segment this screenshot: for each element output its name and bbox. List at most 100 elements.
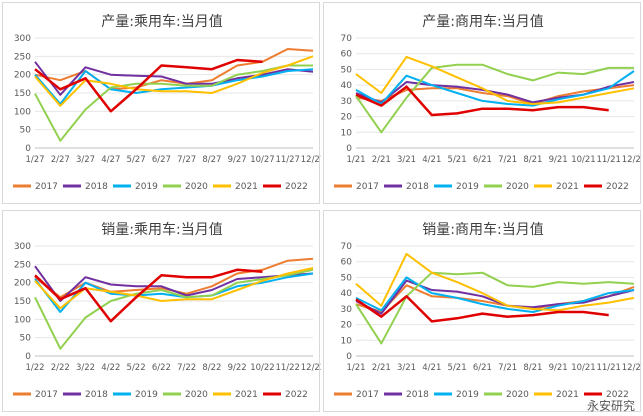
series-line-2020 (34, 268, 314, 350)
x-tick-label: 11/21 (596, 155, 621, 165)
chart-svg: 销量:乘用车:当月值 0 50 100 150 200 250 300 1/22 2/22 3/22… (13, 221, 321, 400)
x-tick-label: 4/27 (101, 155, 120, 165)
y-tick-label: 10 (341, 128, 353, 138)
x-tick-label: 11/22 (275, 363, 300, 373)
x-tick-label: 5/22 (127, 363, 146, 373)
x-tick-label: 9/21 (549, 155, 568, 165)
series-line-2018 (34, 265, 314, 302)
x-tick-label: 1/22 (25, 363, 44, 373)
chart-svg: 产量:乘用车:当月值 0 50 100 150 200 250 300 1/27 2/27 3/27… (13, 13, 321, 192)
series-line-2022 (355, 85, 609, 117)
legend-label-2022: 2022 (606, 390, 629, 400)
series-line-2022 (34, 268, 263, 323)
legend-label-2019: 2019 (135, 182, 158, 192)
y-tick-label: 20 (341, 321, 353, 331)
series-line-2022 (355, 295, 609, 323)
legend-label-2018: 2018 (406, 390, 429, 400)
y-tick-label: 0 (346, 144, 352, 154)
chart-title: 销量:乘用车:当月值 (101, 221, 222, 238)
y-tick-label: 10 (341, 336, 353, 346)
watermark: 永安研究 (586, 399, 635, 413)
series-line-2019 (34, 68, 314, 105)
chart-title: 产量:乘用车:当月值 (101, 13, 222, 30)
series-line-2018 (355, 279, 635, 315)
y-tick-label: 60 (341, 258, 353, 268)
y-tick-label: 100 (14, 315, 31, 325)
y-tick-label: 250 (14, 260, 31, 270)
chart-panel-production-passenger: 产量:乘用车:当月值 0 50 100 150 200 250 300 1/27 2/27 3/27… (2, 2, 321, 204)
legend-label-2020: 2020 (185, 182, 208, 192)
x-tick-label: 7/21 (498, 155, 517, 165)
x-tick-label: 6/21 (473, 363, 492, 373)
y-tick-label: 0 (25, 144, 31, 154)
x-tick-label: 1/21 (346, 363, 365, 373)
legend-label-2018: 2018 (406, 182, 429, 192)
x-tick-label: 5/27 (127, 155, 146, 165)
y-tick-label: 50 (20, 334, 32, 344)
y-tick-label: 60 (341, 50, 353, 60)
legend-label-2022: 2022 (606, 182, 629, 192)
x-tick-label: 1/27 (25, 155, 44, 165)
y-tick-label: 0 (25, 352, 31, 362)
y-tick-label: 300 (14, 242, 31, 252)
x-tick-label: 8/22 (202, 363, 221, 373)
y-tick-label: 50 (341, 65, 353, 75)
x-tick-label: 4/21 (422, 363, 441, 373)
series-line-2021 (34, 267, 314, 310)
chart-svg: 销量:商用车:当月值 0 10 20 30 40 50 60 70 1/21 2/21 3/21 4/2… (334, 221, 642, 400)
y-tick-label: 40 (341, 289, 353, 299)
series-line-2020 (355, 63, 634, 134)
x-tick-label: 9/21 (549, 363, 568, 373)
series-line-2019 (34, 272, 314, 313)
x-tick-label: 3/27 (76, 155, 95, 165)
chart-svg: 产量:商用车:当月值 0 10 20 30 40 50 60 70 1/21 2/21 3/21 4/2… (334, 13, 642, 192)
x-tick-label: 2/22 (51, 363, 70, 373)
series-line-2019 (355, 276, 635, 313)
x-tick-label: 11/21 (596, 363, 621, 373)
x-tick-label: 7/22 (177, 363, 196, 373)
legend-label-2020: 2020 (506, 182, 529, 192)
legend-label-2018: 2018 (85, 182, 108, 192)
x-tick-label: 8/27 (202, 155, 221, 165)
x-tick-label: 3/22 (76, 363, 95, 373)
x-tick-label: 12/27 (301, 155, 321, 165)
x-tick-label: 4/21 (422, 155, 441, 165)
x-tick-label: 10/21 (571, 155, 596, 165)
x-tick-label: 5/21 (448, 363, 467, 373)
legend-label-2020: 2020 (185, 390, 208, 400)
legend-label-2019: 2019 (456, 182, 479, 192)
legend-label-2020: 2020 (506, 390, 529, 400)
y-tick-label: 200 (14, 71, 31, 81)
chart-title: 销量:商用车:当月值 (422, 221, 543, 238)
x-tick-label: 1/21 (346, 155, 365, 165)
x-tick-label: 10/27 (250, 155, 275, 165)
y-tick-label: 50 (20, 126, 32, 136)
legend-label-2021: 2021 (556, 182, 579, 192)
legend-label-2017: 2017 (356, 390, 379, 400)
y-tick-label: 150 (14, 297, 31, 307)
y-tick-label: 70 (341, 242, 353, 252)
x-tick-label: 7/27 (177, 155, 196, 165)
y-tick-label: 150 (14, 89, 31, 99)
x-tick-label: 10/21 (571, 363, 596, 373)
series-line-2021 (355, 252, 635, 312)
x-tick-label: 12/21 (622, 155, 642, 165)
series-line-2021 (355, 55, 635, 105)
x-tick-label: 12/22 (301, 363, 321, 373)
x-tick-label: 2/27 (51, 155, 70, 165)
legend-label-2021: 2021 (235, 390, 258, 400)
y-tick-label: 100 (14, 107, 31, 117)
series-line-2019 (355, 70, 635, 107)
y-tick-label: 30 (341, 97, 353, 107)
y-tick-label: 30 (341, 305, 353, 315)
x-tick-label: 5/21 (448, 155, 467, 165)
y-tick-label: 0 (346, 352, 352, 362)
y-tick-label: 70 (341, 34, 353, 44)
legend-label-2017: 2017 (35, 390, 58, 400)
legend-label-2019: 2019 (135, 390, 158, 400)
legend-label-2021: 2021 (235, 182, 258, 192)
legend-label-2022: 2022 (285, 390, 308, 400)
legend-label-2022: 2022 (285, 182, 308, 192)
legend-label-2021: 2021 (556, 390, 579, 400)
chart-panel-sales-passenger: 销量:乘用车:当月值 0 50 100 150 200 250 300 1/22 2/22 3/22… (2, 210, 321, 412)
